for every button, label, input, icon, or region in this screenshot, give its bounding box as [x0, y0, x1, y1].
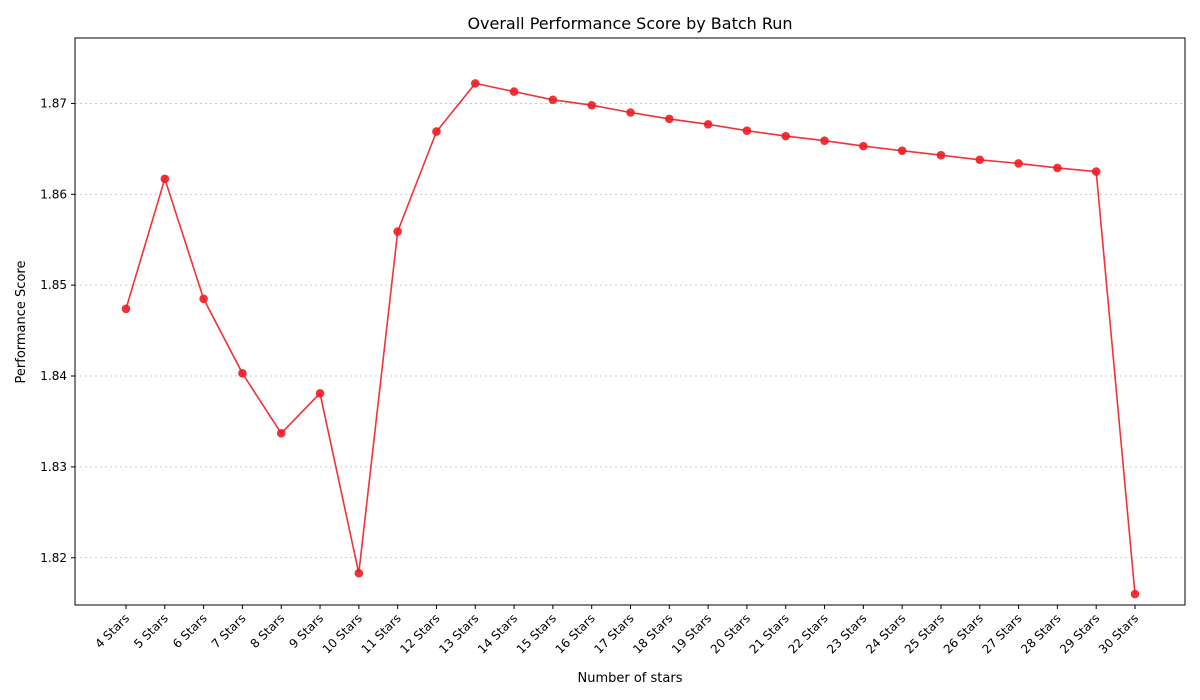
data-point — [703, 120, 713, 129]
data-point — [859, 141, 868, 151]
x-tick-label: 5 Stars — [131, 611, 171, 651]
y-tick-label: 1.86 — [40, 187, 67, 201]
x-tick-label: 14 Stars — [475, 611, 520, 656]
data-point — [276, 428, 286, 438]
x-tick-label: 16 Stars — [553, 611, 598, 656]
x-tick-label: 19 Stars — [669, 611, 714, 656]
x-tick-label: 15 Stars — [514, 611, 559, 656]
data-point — [354, 568, 364, 578]
y-tick-label: 1.82 — [40, 551, 67, 565]
x-tick-label: 22 Stars — [785, 611, 830, 656]
x-tick-label: 21 Stars — [747, 611, 792, 656]
data-point — [470, 79, 480, 88]
data-point — [742, 126, 752, 135]
axes-frame — [74, 37, 1186, 606]
data-point — [393, 227, 402, 236]
data-point — [509, 87, 519, 96]
x-tick-label: 17 Stars — [591, 611, 636, 656]
x-tick-label: 10 Stars — [320, 611, 365, 656]
grid — [75, 103, 1185, 559]
data-point — [238, 368, 247, 378]
x-tick-label: 13 Stars — [436, 611, 481, 656]
data-point — [199, 294, 208, 304]
y-tick-label: 1.85 — [40, 278, 67, 292]
x-tick-label: 6 Stars — [170, 611, 210, 651]
x-tick-label: 26 Stars — [941, 611, 986, 656]
x-tick-label: 30 Stars — [1096, 611, 1141, 656]
data-point — [160, 174, 170, 184]
data-point — [781, 131, 791, 141]
x-tick-label: 4 Stars — [92, 611, 132, 651]
x-tick-label: 24 Stars — [863, 611, 908, 656]
y-tick-label: 1.83 — [40, 460, 67, 474]
x-axis-label: Number of stars — [578, 671, 683, 686]
data-point — [1130, 589, 1140, 599]
data-point — [936, 150, 946, 160]
x-tick-label: 18 Stars — [630, 611, 675, 656]
data-point — [975, 155, 985, 165]
x-tick-label: 23 Stars — [824, 611, 869, 656]
x-tick-label: 12 Stars — [397, 611, 442, 656]
data-point — [1091, 167, 1101, 176]
x-tick-label: 27 Stars — [979, 611, 1024, 656]
plot-area — [121, 79, 1140, 599]
x-tick-label: 29 Stars — [1057, 611, 1102, 656]
x-tick-label: 20 Stars — [708, 611, 753, 656]
y-axis-label: Performance Score — [14, 261, 29, 384]
data-point — [1014, 159, 1023, 168]
y-tick-label: 1.87 — [40, 96, 67, 110]
data-point — [121, 304, 131, 314]
chart-title: Overall Performance Score by Batch Run — [467, 14, 792, 33]
data-point — [315, 388, 325, 398]
data-point — [548, 95, 558, 105]
data-point — [432, 127, 441, 136]
y-tick-label: 1.84 — [40, 369, 67, 383]
data-point — [820, 136, 829, 145]
y-axis: 1.82 1.83 1.84 1.85 1.86 1.87 — [40, 96, 75, 565]
x-tick-label: 25 Stars — [902, 611, 947, 656]
data-point — [626, 108, 635, 117]
x-tick-label: 28 Stars — [1018, 611, 1063, 656]
x-tick-label: 7 Stars — [209, 611, 249, 651]
data-point — [897, 146, 907, 155]
data-point — [587, 100, 596, 110]
x-tick-label: 11 Stars — [359, 611, 404, 656]
data-point — [1053, 163, 1062, 173]
x-tick-label: 8 Stars — [248, 611, 288, 651]
data-point — [665, 114, 674, 124]
